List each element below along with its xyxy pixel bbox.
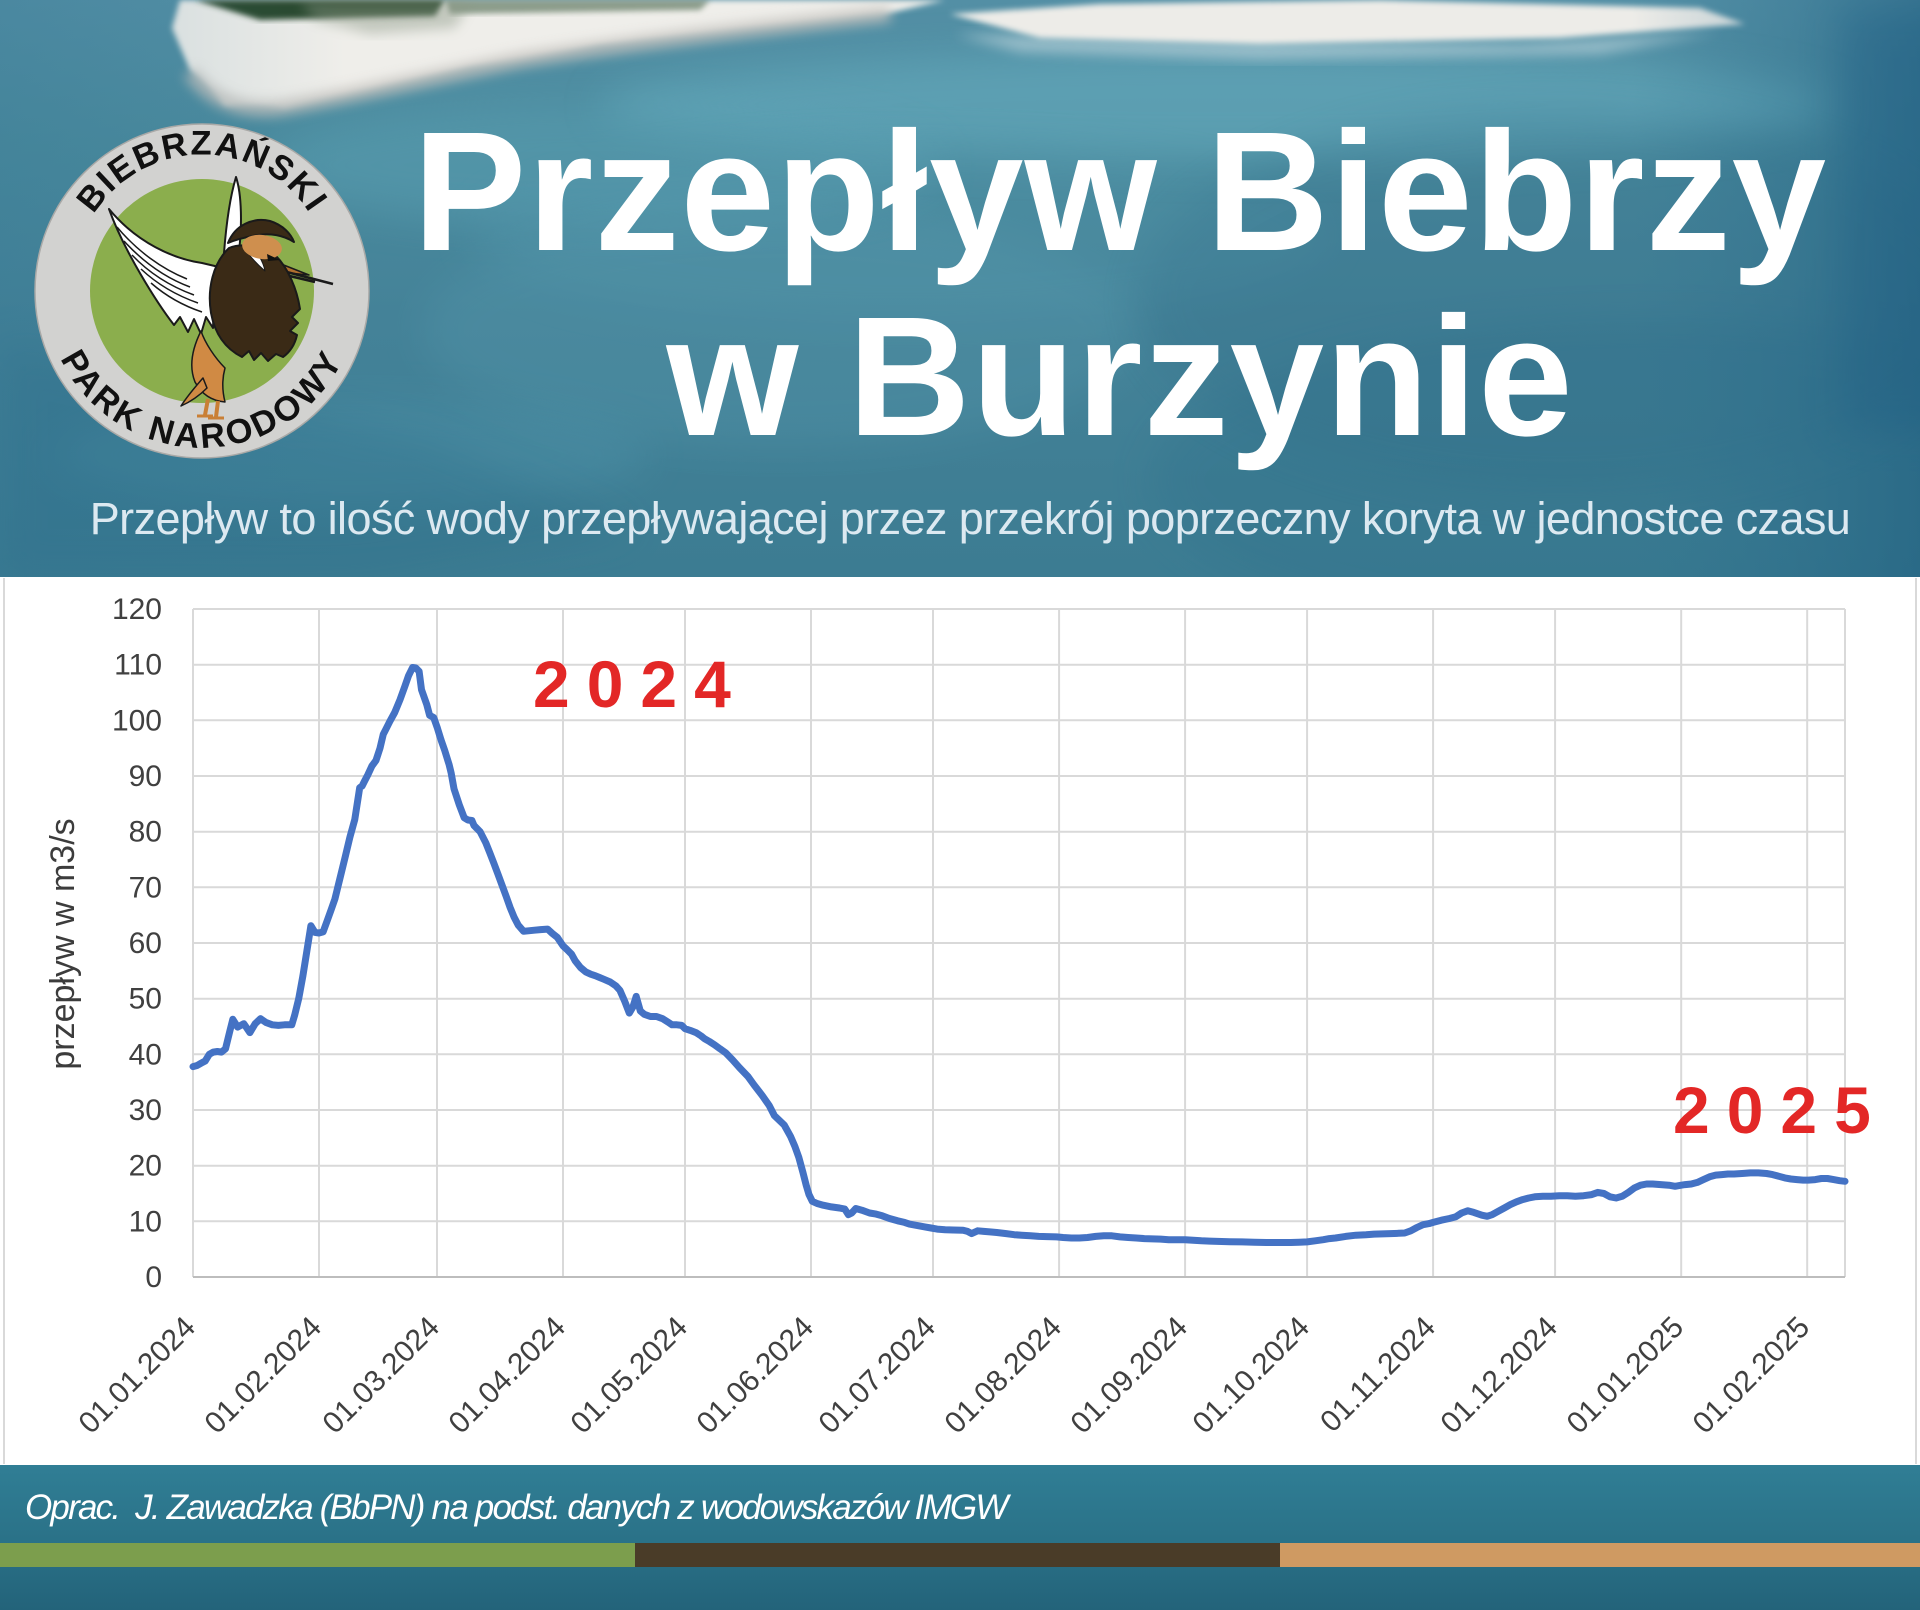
svg-text:przepływ w m3/s: przepływ w m3/s xyxy=(44,818,82,1069)
svg-text:01.02.2024: 01.02.2024 xyxy=(198,1311,328,1441)
svg-text:50: 50 xyxy=(129,983,162,1016)
svg-text:30: 30 xyxy=(129,1094,162,1127)
svg-text:01.07.2024: 01.07.2024 xyxy=(812,1311,942,1441)
svg-text:90: 90 xyxy=(129,760,162,793)
svg-text:60: 60 xyxy=(129,927,162,960)
svg-text:01.06.2024: 01.06.2024 xyxy=(690,1311,820,1441)
svg-text:2025: 2025 xyxy=(1673,1073,1888,1147)
svg-text:10: 10 xyxy=(129,1205,162,1238)
svg-text:01.01.2024: 01.01.2024 xyxy=(72,1311,202,1441)
svg-text:01.03.2024: 01.03.2024 xyxy=(316,1311,446,1441)
svg-text:40: 40 xyxy=(129,1038,162,1071)
svg-text:01.10.2024: 01.10.2024 xyxy=(1187,1311,1317,1441)
svg-text:20: 20 xyxy=(129,1150,162,1183)
svg-text:01.11.2024: 01.11.2024 xyxy=(1314,1311,1442,1439)
svg-text:01.02.2025: 01.02.2025 xyxy=(1687,1311,1817,1441)
svg-text:100: 100 xyxy=(112,704,162,737)
svg-text:01.04.2024: 01.04.2024 xyxy=(442,1311,572,1441)
svg-text:2024: 2024 xyxy=(533,647,748,721)
svg-text:120: 120 xyxy=(112,593,162,626)
svg-text:01.05.2024: 01.05.2024 xyxy=(564,1311,694,1441)
svg-text:80: 80 xyxy=(129,816,162,849)
svg-text:70: 70 xyxy=(129,871,162,904)
svg-text:01.09.2024: 01.09.2024 xyxy=(1065,1311,1195,1441)
svg-text:0: 0 xyxy=(145,1261,162,1294)
svg-text:01.01.2025: 01.01.2025 xyxy=(1561,1311,1691,1441)
svg-text:01.08.2024: 01.08.2024 xyxy=(939,1311,1069,1441)
svg-text:01.12.2024: 01.12.2024 xyxy=(1435,1311,1565,1441)
svg-text:110: 110 xyxy=(114,649,162,682)
